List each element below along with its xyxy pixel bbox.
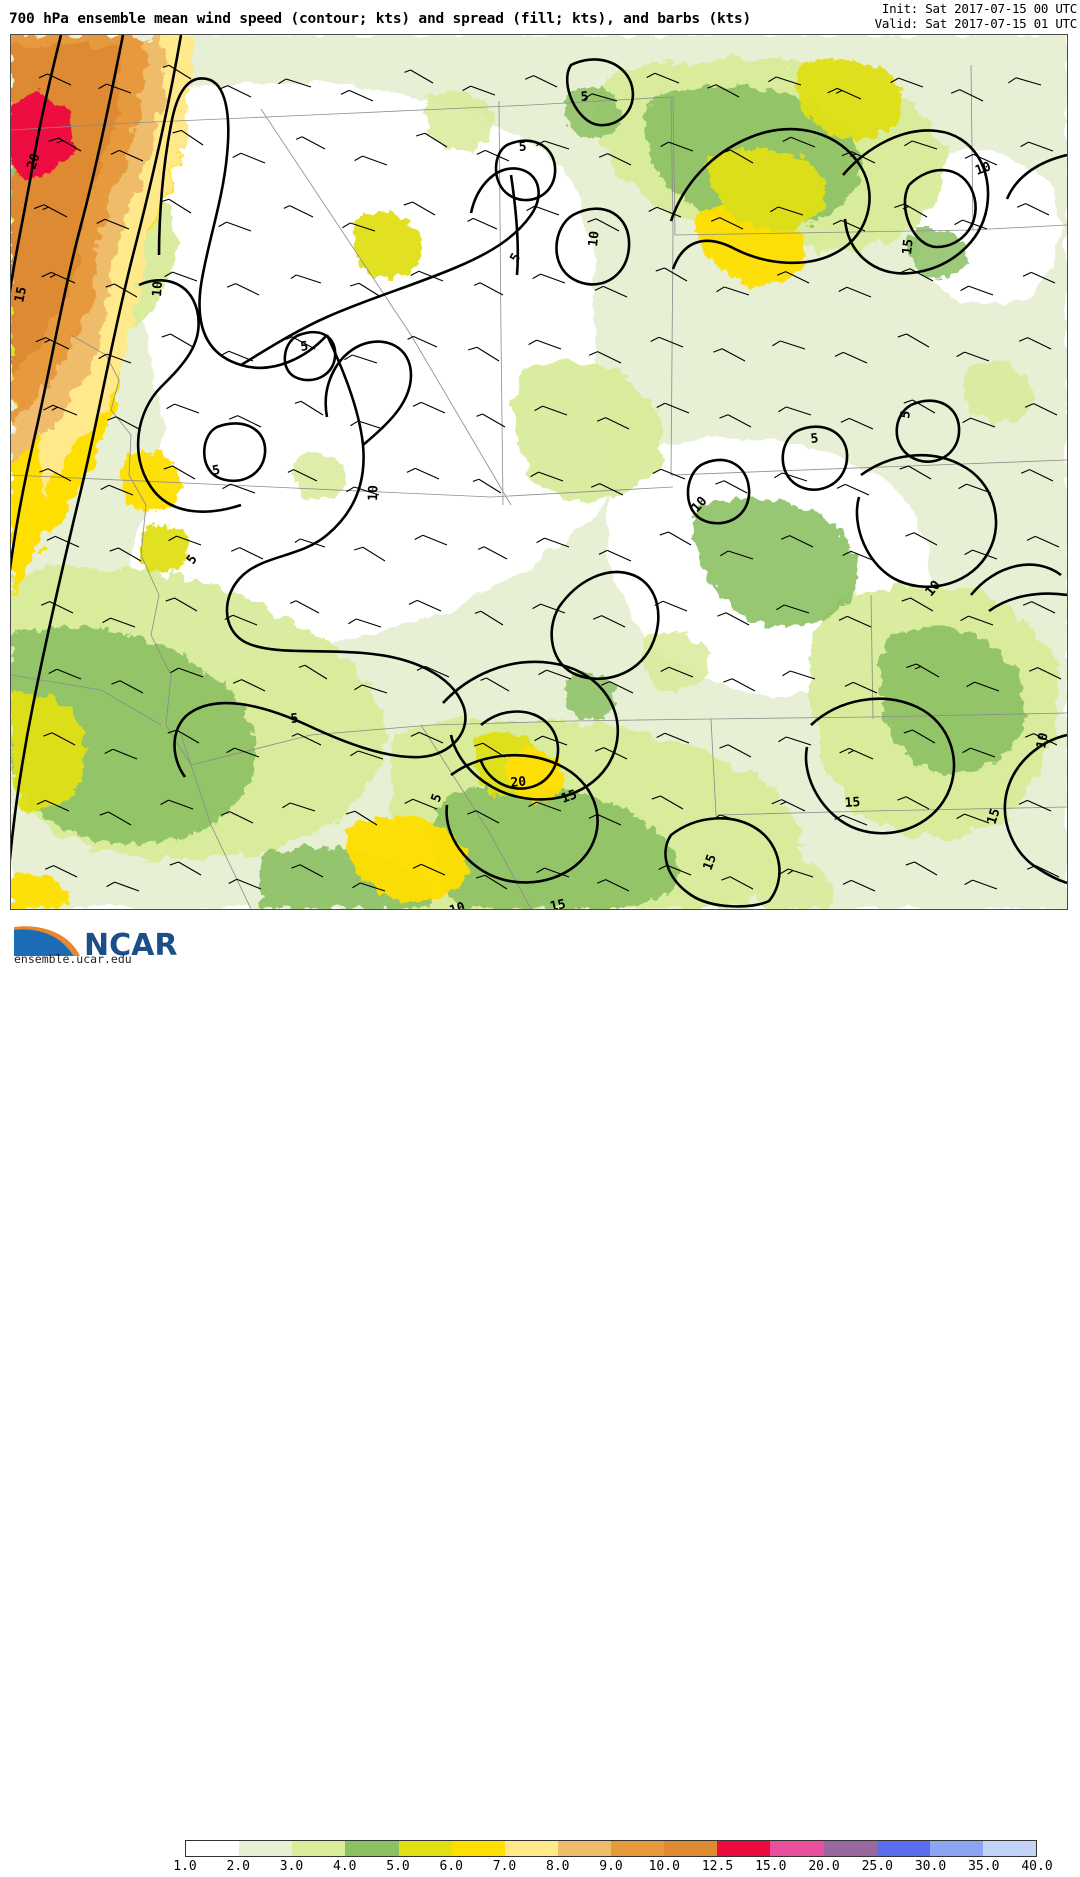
colorbar-tick-label: 8.0 <box>546 1859 570 1874</box>
colorbar-tick-label: 2.0 <box>226 1859 250 1874</box>
valid-time-stamp: Init: Sat 2017-07-15 00 UTC Valid: Sat 2… <box>874 1 1078 31</box>
colorbar-tick-label: 40.0 <box>1021 1859 1053 1874</box>
colorbar-tick-label: 9.0 <box>599 1859 623 1874</box>
svg-text:5: 5 <box>290 711 299 727</box>
colorbar-tick-label: 30.0 <box>914 1859 947 1874</box>
colorbar-tick-label: 3.0 <box>279 1859 304 1874</box>
svg-text:5: 5 <box>299 339 309 355</box>
ncar-logo[interactable]: NCAR <box>8 918 180 968</box>
svg-text:15: 15 <box>985 807 1004 827</box>
colorbar-tick-label: 20.0 <box>808 1859 840 1874</box>
svg-text:5: 5 <box>810 431 819 447</box>
colorbar-swatch <box>345 1841 399 1856</box>
colorbar-swatch <box>876 1841 930 1856</box>
svg-text:10: 10 <box>150 280 166 297</box>
valid-time-label: Valid: Sat 2017-07-15 01 UTC <box>874 15 1078 31</box>
contour-labels: 20 15 10 5 5 5 10 5 5 5 10 10 5 5 15 10 <box>12 89 1051 909</box>
footer: NCAR ensemble.ucar.edu 1.0 2.0 3.0 4.0 5.0 6.… <box>0 912 1080 1874</box>
colorbar-tick-label: 35.0 <box>968 1859 1000 1874</box>
svg-text:5: 5 <box>898 410 914 420</box>
colorbar-tick-label: 1.0 <box>173 1859 197 1874</box>
svg-text:5: 5 <box>211 463 221 479</box>
colorbar-swatch <box>664 1841 718 1856</box>
colorbar-swatch <box>398 1841 452 1856</box>
svg-text:10: 10 <box>448 900 468 909</box>
spread-colorbar[interactable] <box>185 1840 1037 1857</box>
colorbar-swatch <box>292 1841 346 1856</box>
svg-text:15: 15 <box>12 285 30 303</box>
svg-text:15: 15 <box>844 795 861 811</box>
weather-map-canvas[interactable]: 20 15 10 5 5 5 10 5 5 5 10 10 5 5 15 10 <box>11 35 1067 909</box>
colorbar-swatch <box>451 1841 505 1856</box>
svg-text:15: 15 <box>701 853 720 873</box>
ncar-wordmark: NCAR <box>84 928 177 963</box>
map-panel[interactable]: 20 15 10 5 5 5 10 5 5 5 10 10 5 5 15 10 <box>10 34 1068 910</box>
colorbar-swatch <box>770 1841 824 1856</box>
colorbar-tick-label: 6.0 <box>439 1859 463 1874</box>
svg-text:20: 20 <box>510 774 527 791</box>
svg-text:5: 5 <box>518 139 527 155</box>
spread-colorbar-labels: 1.0 2.0 3.0 4.0 5.0 6.0 7.0 8.0 9.0 10.0 12.5 15.0 2… <box>173 1859 1052 1877</box>
header: 700 hPa ensemble mean wind speed (contou… <box>0 0 1080 34</box>
colorbar-swatch <box>823 1841 877 1856</box>
colorbar-swatch <box>557 1841 611 1856</box>
page-title: 700 hPa ensemble mean wind speed (contou… <box>9 11 752 27</box>
init-time-label: Init: Sat 2017-07-15 00 UTC <box>881 1 1077 16</box>
colorbar-tick-label: 25.0 <box>861 1859 893 1874</box>
svg-text:15: 15 <box>559 787 579 806</box>
colorbar-tick-label: 4.0 <box>333 1859 357 1874</box>
svg-text:5: 5 <box>580 89 589 105</box>
svg-text:20: 20 <box>25 152 44 172</box>
colorbar-swatch <box>982 1841 1036 1856</box>
svg-text:15: 15 <box>900 238 917 255</box>
colorbar-tick-label: 10.0 <box>648 1859 680 1874</box>
colorbar-swatch <box>929 1841 983 1856</box>
colorbar-swatch <box>186 1841 240 1856</box>
colorbar-swatch <box>239 1841 293 1856</box>
colorbar-tick-label: 7.0 <box>492 1859 517 1874</box>
colorbar-swatch <box>611 1841 665 1856</box>
colorbar-tick-label: 15.0 <box>755 1859 787 1874</box>
colorbar-swatch <box>717 1841 771 1856</box>
colorbar-tick-label: 5.0 <box>386 1859 410 1874</box>
colorbar-tick-label: 12.5 <box>701 1859 734 1874</box>
svg-text:10: 10 <box>586 230 603 247</box>
svg-text:15: 15 <box>549 897 567 909</box>
svg-text:10: 10 <box>905 907 923 909</box>
svg-text:10: 10 <box>973 159 993 179</box>
colorbar-swatch <box>504 1841 558 1856</box>
ensemble-url-label[interactable]: ensemble.ucar.edu <box>14 952 132 966</box>
wind-speed-contours <box>11 35 1067 908</box>
